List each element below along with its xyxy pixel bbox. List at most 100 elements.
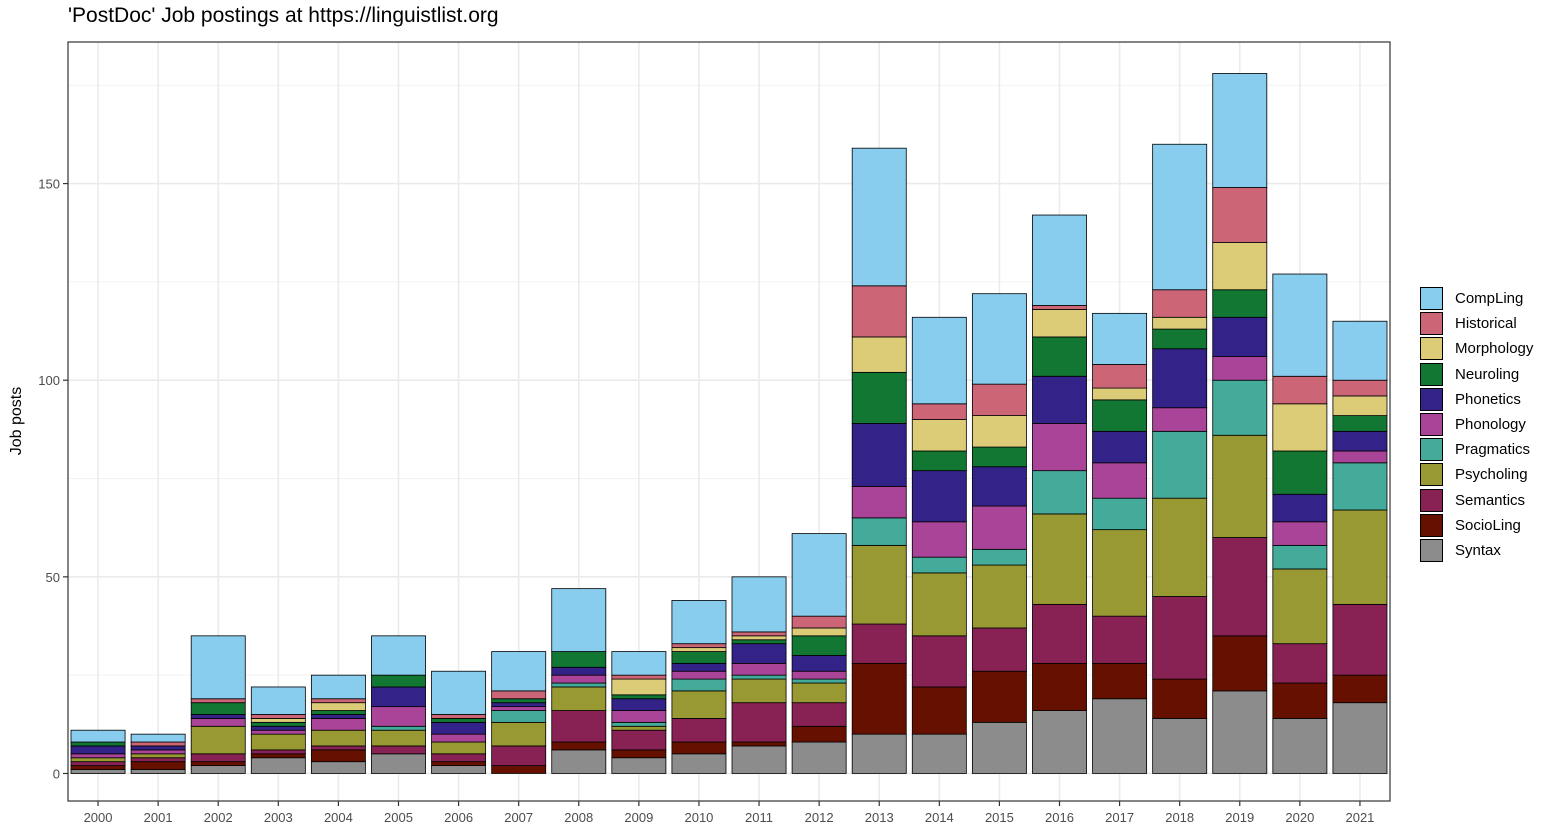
- bar-segment-phonetics-2017: [1092, 430, 1148, 464]
- bar-segment-morphology-2009: [611, 678, 667, 696]
- bar-segment-syntax-2016: [1032, 710, 1087, 774]
- bar-segment-semantics-2015: [971, 627, 1027, 672]
- bar-segment-compling-2016: [1032, 214, 1087, 306]
- bar-segment-psycholing-2019: [1212, 434, 1268, 538]
- bar-segment-phonology-2011: [731, 662, 787, 676]
- bar-segment-phonology-2004: [310, 718, 366, 731]
- bar-segment-morphology-2014: [911, 419, 967, 452]
- bar-segment-syntax-2017: [1092, 698, 1148, 774]
- bar-segment-compling-2004: [310, 674, 366, 700]
- bar-segment-compling-2006: [431, 670, 487, 715]
- bars: [70, 73, 1388, 774]
- bar-segment-historical-2006: [431, 714, 487, 719]
- x-tick-label: 2012: [805, 810, 834, 825]
- bar-segment-historical-2011: [731, 631, 787, 637]
- bar-segment-neuroling-2004: [310, 710, 366, 715]
- legend: CompLing Historical Morphology Neuroling Pho…: [1420, 286, 1533, 563]
- bar-segment-phonology-2009: [611, 710, 667, 723]
- bar-segment-phonetics-2019: [1212, 316, 1268, 358]
- bar-segment-psycholing-2004: [310, 729, 366, 747]
- x-tick-label: 2016: [1045, 810, 1074, 825]
- bar-segment-socioling-2010: [671, 741, 727, 755]
- x-tick-label: 2004: [324, 810, 353, 825]
- bar-segment-neuroling-2015: [971, 446, 1027, 468]
- bar-segment-historical-2017: [1092, 364, 1148, 389]
- legend-label: Neuroling: [1455, 365, 1520, 383]
- bar-segment-phonetics-2007: [491, 702, 547, 708]
- bar-segment-psycholing-2013: [851, 544, 907, 625]
- bar-segment-phonology-2019: [1212, 356, 1268, 381]
- bar-segment-phonetics-2021: [1332, 430, 1388, 452]
- bar-segment-syntax-2012: [791, 741, 847, 774]
- legend-swatch: [1420, 362, 1443, 386]
- bar-segment-phonology-2000: [70, 753, 126, 759]
- bar-segment-phonetics-2015: [971, 466, 1027, 507]
- bar-segment-historical-2015: [971, 383, 1027, 417]
- bar-segment-compling-2000: [70, 729, 126, 743]
- plot-border: [67, 41, 1391, 802]
- legend-label: Historical: [1455, 315, 1517, 333]
- bar-segment-semantics-2004: [310, 745, 366, 751]
- bar-segment-socioling-2021: [1332, 674, 1388, 704]
- bar-segment-socioling-2017: [1092, 662, 1148, 700]
- bar-segment-phonology-2020: [1272, 521, 1328, 546]
- bar-segment-pragmatics-2012: [791, 678, 847, 684]
- bar-segment-neuroling-2006: [431, 718, 487, 723]
- bar-segment-socioling-2019: [1212, 635, 1268, 692]
- legend-label: Psycholing: [1455, 466, 1528, 484]
- bar-segment-phonology-2005: [371, 706, 426, 727]
- bar-segment-historical-2016: [1032, 305, 1087, 310]
- bar-segment-semantics-2005: [371, 745, 426, 755]
- bar-segment-compling-2003: [250, 686, 306, 715]
- legend-item-neuroling: Neuroling: [1420, 362, 1533, 387]
- x-tick-label: 2014: [925, 810, 954, 825]
- bar-segment-phonology-2001: [130, 749, 186, 755]
- bar-segment-phonology-2017: [1092, 462, 1148, 499]
- bar-segment-syntax-2015: [971, 721, 1027, 774]
- bar-segment-syntax-2018: [1152, 718, 1208, 774]
- bar-segment-neuroling-2021: [1332, 415, 1388, 432]
- bar-segment-syntax-2010: [671, 753, 727, 774]
- bar-segment-morphology-2017: [1092, 387, 1148, 401]
- bar-segment-pragmatics-2005: [371, 725, 426, 731]
- bar-segment-morphology-2010: [671, 647, 727, 652]
- bar-segment-semantics-2002: [190, 753, 246, 763]
- bar-segment-historical-2007: [491, 690, 547, 700]
- bar-segment-compling-2007: [491, 651, 547, 692]
- legend-item-morphology: Morphology: [1420, 336, 1533, 361]
- bar-segment-pragmatics-2013: [851, 517, 907, 546]
- legend-swatch: [1420, 312, 1443, 336]
- bar-segment-pragmatics-2021: [1332, 462, 1388, 511]
- y-tick-label: 150: [38, 177, 60, 192]
- bar-segment-phonetics-2018: [1152, 348, 1208, 409]
- bar-segment-neuroling-2010: [671, 651, 727, 664]
- bar-segment-compling-2011: [731, 576, 787, 633]
- bar-segment-phonology-2018: [1152, 407, 1208, 432]
- bar-segment-phonetics-2002: [190, 714, 246, 719]
- bar-segment-morphology-2016: [1032, 309, 1087, 338]
- bar-segment-psycholing-2011: [731, 678, 787, 704]
- x-tick-label: 2013: [865, 810, 894, 825]
- bar-segment-morphology-2004: [310, 702, 366, 711]
- y-axis: 0 50 100 150: [38, 177, 68, 781]
- legend-label: Phonology: [1455, 416, 1526, 434]
- bar-segment-historical-2013: [851, 285, 907, 338]
- bar-segment-syntax-2011: [731, 745, 787, 774]
- bar-segment-socioling-2006: [431, 761, 487, 767]
- bar-segment-compling-2013: [851, 147, 907, 287]
- bar-segment-phonology-2002: [190, 718, 246, 727]
- bar-segment-pragmatics-2009: [611, 721, 667, 727]
- x-tick-label: 2019: [1225, 810, 1254, 825]
- x-axis: 2000 2001 2002 2003 2004 2005 2006 2007 2008 2009…: [84, 801, 1374, 825]
- bar-segment-syntax-2005: [371, 753, 426, 774]
- bar-segment-phonetics-2000: [70, 745, 126, 755]
- x-tick-label: 2020: [1285, 810, 1314, 825]
- bar-segment-syntax-2004: [310, 761, 366, 774]
- bar-segment-socioling-2004: [310, 749, 366, 763]
- bar-segment-psycholing-2003: [250, 733, 306, 751]
- bar-segment-neuroling-2007: [491, 698, 547, 704]
- bar-segment-neuroling-2018: [1152, 328, 1208, 350]
- bar-segment-syntax-2000: [70, 769, 126, 774]
- bar-segment-psycholing-2009: [611, 725, 667, 731]
